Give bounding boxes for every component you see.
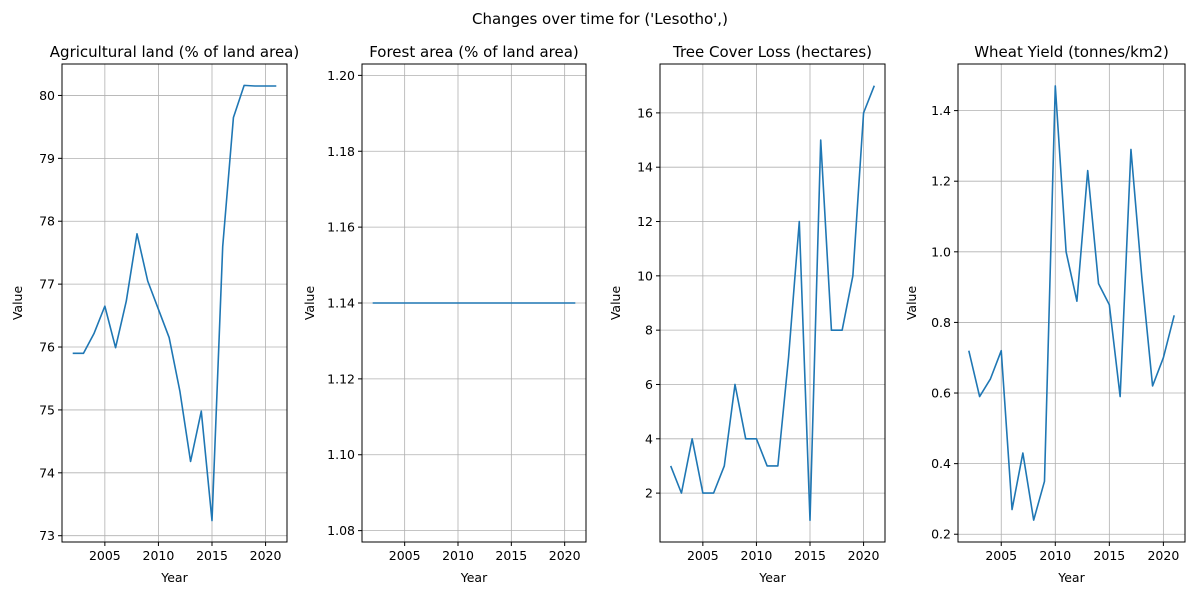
y-tick-label: 78	[39, 214, 55, 229]
y-tick-label: 1.14	[327, 296, 355, 311]
y-tick-label: 1.4	[931, 103, 951, 118]
x-tick-label: 2020	[1147, 548, 1179, 563]
x-axis-label: Year	[1057, 570, 1085, 585]
x-tick-label: 2005	[985, 548, 1017, 563]
x-tick-label: 2015	[1093, 548, 1125, 563]
y-tick-label: 1.18	[327, 144, 355, 159]
axes-frame	[659, 63, 886, 543]
series-line	[968, 85, 1175, 521]
x-tick-label: 2020	[549, 548, 581, 563]
y-tick-label: 6	[645, 377, 653, 392]
axes-frame	[61, 63, 288, 543]
y-tick-label: 0.4	[931, 456, 951, 471]
figure-suptitle: Changes over time for ('Lesotho',)	[472, 10, 728, 28]
y-axis-label: Value	[10, 286, 25, 321]
y-tick-label: 1.08	[327, 523, 355, 538]
x-tick-label: 2020	[848, 548, 880, 563]
y-tick-label: 1.0	[931, 244, 951, 259]
y-tick-label: 75	[39, 402, 55, 417]
panels: 2005 2010 2015 2020 73 74 75 76 77 78 79 80 Agricult…	[10, 43, 1186, 585]
x-tick-label: 2005	[389, 548, 421, 563]
y-tick-label: 16	[637, 105, 653, 120]
y-axis-label: Value	[608, 286, 623, 321]
y-tick-label: 10	[637, 268, 653, 283]
y-tick-label: 79	[39, 151, 55, 166]
series-line	[669, 85, 876, 522]
x-tick-label: 2015	[495, 548, 527, 563]
y-tick-label: 2	[645, 486, 653, 501]
x-axis-label: Year	[460, 570, 488, 585]
x-axis-label: Year	[758, 570, 786, 585]
y-tick-label: 14	[637, 160, 653, 175]
y-tick-label: 0.6	[931, 386, 951, 401]
y-tick-label: 12	[637, 214, 653, 229]
chart-title: Tree Cover Loss (hectares)	[672, 43, 872, 61]
y-tick-label: 1.2	[931, 174, 951, 189]
chart-panel-1: 2005 2010 2015 2020 73 74 75 76 77 78 79 80 Agricult…	[10, 43, 299, 585]
x-tick-label: 2020	[250, 548, 282, 563]
y-tick-label: 4	[645, 431, 653, 446]
y-tick-label: 80	[39, 88, 55, 103]
y-tick-label: 0.8	[931, 315, 951, 330]
x-tick-label: 2005	[89, 548, 121, 563]
x-tick-label: 2010	[1039, 548, 1071, 563]
x-tick-label: 2010	[741, 548, 773, 563]
chart-panel-3: 2005 2010 2015 2020 2 4 6 8 10 12 14 16 Tree Cover L…	[608, 43, 886, 585]
x-tick-label: 2005	[687, 548, 719, 563]
y-tick-label: 76	[39, 340, 55, 355]
y-tick-label: 73	[39, 528, 55, 543]
x-tick-label: 2015	[196, 548, 228, 563]
chart-panel-2: 2005 2010 2015 2020 1.08 1.10 1.12 1.14 1.16 1.18…	[302, 43, 587, 585]
axes-frame	[957, 63, 1186, 543]
x-tick-label: 2010	[143, 548, 175, 563]
x-axis-label: Year	[160, 570, 188, 585]
chart-title: Forest area (% of land area)	[369, 43, 579, 61]
y-tick-label: 0.2	[931, 527, 951, 542]
chart-panel-4: 2005 2010 2015 2020 0.2 0.4 0.6 0.8 1.0 1.2 1.4 Whe…	[904, 43, 1186, 585]
y-axis-label: Value	[302, 286, 317, 321]
y-tick-label: 77	[39, 277, 55, 292]
y-tick-label: 1.16	[327, 220, 355, 235]
chart-title: Agricultural land (% of land area)	[50, 43, 299, 61]
y-tick-label: 1.12	[327, 371, 355, 386]
y-tick-label: 1.20	[327, 68, 355, 83]
y-tick-label: 1.10	[327, 447, 355, 462]
x-tick-label: 2015	[794, 548, 826, 563]
chart-title: Wheat Yield (tonnes/km2)	[974, 43, 1169, 61]
y-tick-label: 8	[645, 323, 653, 338]
y-tick-label: 74	[39, 465, 55, 480]
y-axis-label: Value	[904, 286, 919, 321]
x-tick-label: 2010	[442, 548, 474, 563]
series-line	[72, 84, 277, 522]
